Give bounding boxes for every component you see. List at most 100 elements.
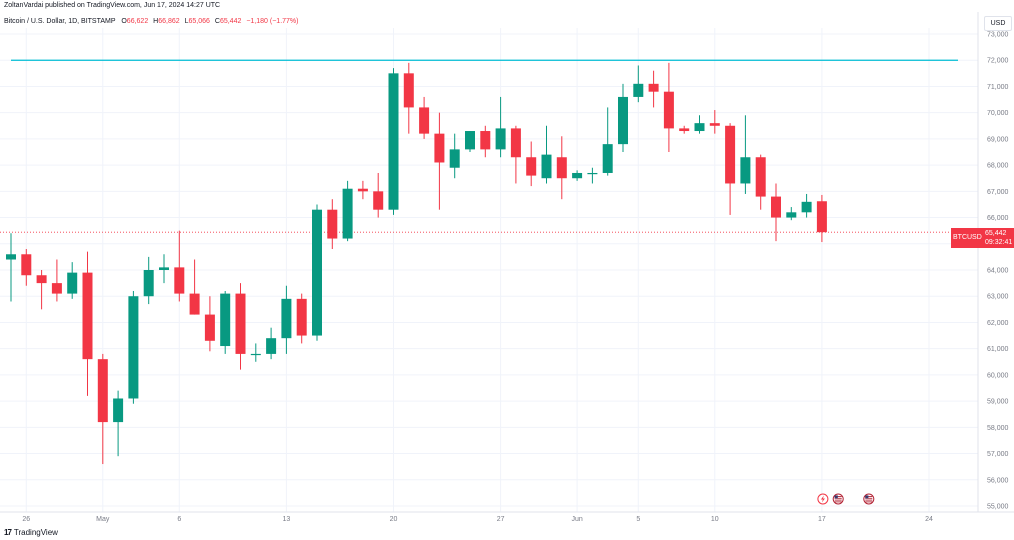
candle-down bbox=[434, 133, 445, 163]
candle-up bbox=[67, 272, 78, 294]
y-tick-label: 68,000 bbox=[987, 163, 1009, 170]
symbol-label[interactable]: Bitcoin / U.S. Dollar, 1D, BITSTAMP bbox=[4, 18, 116, 25]
price-tag-value: 65,442 bbox=[985, 230, 1007, 237]
candle-up bbox=[495, 128, 506, 150]
y-tick-label: 55,000 bbox=[987, 504, 1009, 511]
high-value: 66,862 bbox=[158, 18, 180, 25]
tradingview-mark-icon: 17 bbox=[4, 528, 12, 537]
candle-up bbox=[465, 131, 475, 150]
candle-up bbox=[572, 172, 583, 179]
candle-down bbox=[357, 188, 368, 192]
candle-up bbox=[388, 73, 399, 210]
candle-down bbox=[419, 107, 430, 134]
candle-up bbox=[694, 123, 705, 132]
candle-up bbox=[281, 298, 292, 339]
candle-down bbox=[510, 128, 521, 158]
x-tick-label: May bbox=[96, 516, 110, 523]
publisher-line: ZoltanVardai published on TradingView.co… bbox=[4, 2, 221, 9]
x-tick-label: Jun bbox=[571, 516, 582, 523]
y-tick-label: 69,000 bbox=[987, 136, 1009, 143]
y-tick-label: 70,000 bbox=[987, 110, 1009, 117]
last-price-tag: BTCUSD 65,442 09:32:41 bbox=[951, 228, 1014, 248]
candle-up bbox=[449, 149, 460, 168]
candle-down bbox=[327, 209, 338, 239]
y-tick-label: 61,000 bbox=[987, 346, 1009, 353]
candle-down bbox=[663, 91, 674, 129]
candle-down bbox=[755, 157, 766, 197]
x-tick-label: 13 bbox=[283, 516, 291, 523]
y-tick-label: 56,000 bbox=[987, 477, 1009, 484]
candle-down bbox=[403, 73, 414, 108]
low-label: L bbox=[184, 18, 189, 25]
candle-down bbox=[36, 275, 47, 284]
candle-up bbox=[6, 254, 16, 260]
y-tick-label: 59,000 bbox=[987, 399, 1009, 406]
candle-down bbox=[816, 201, 827, 233]
candle-down bbox=[480, 131, 491, 150]
low-value: 65,066 bbox=[188, 18, 210, 25]
candle-up bbox=[143, 270, 154, 297]
candle-up bbox=[312, 209, 322, 336]
price-tag-countdown: 09:32:41 bbox=[985, 239, 1013, 246]
open-label: O bbox=[121, 18, 127, 25]
us-flag-canton bbox=[834, 495, 838, 499]
candle-down bbox=[771, 196, 781, 218]
y-tick-label: 60,000 bbox=[987, 372, 1009, 379]
y-tick-label: 57,000 bbox=[987, 451, 1009, 458]
x-tick-label: 5 bbox=[636, 516, 640, 523]
currency-button[interactable]: USD bbox=[984, 16, 1012, 31]
open-value: 66,622 bbox=[126, 18, 149, 25]
candle-up bbox=[602, 144, 613, 173]
y-tick-label: 62,000 bbox=[987, 320, 1009, 327]
candle-down bbox=[296, 298, 307, 336]
candle-down bbox=[725, 125, 736, 184]
candle-up bbox=[159, 267, 169, 270]
candle-down bbox=[204, 314, 215, 341]
candle-down bbox=[556, 157, 567, 179]
candle-down bbox=[373, 191, 384, 210]
candle-up bbox=[128, 296, 139, 399]
y-tick-label: 73,000 bbox=[987, 32, 1009, 39]
close-label: C bbox=[214, 18, 220, 25]
y-tick-label: 66,000 bbox=[987, 215, 1009, 222]
y-tick-label: 71,000 bbox=[987, 84, 1009, 91]
x-tick-label: 10 bbox=[711, 516, 719, 523]
y-tick-label: 58,000 bbox=[987, 425, 1009, 432]
candle-up bbox=[587, 172, 598, 175]
candle-down bbox=[97, 359, 108, 423]
price-tag-symbol: BTCUSD bbox=[953, 234, 982, 241]
chart-legend: Bitcoin / U.S. Dollar, 1D, BITSTAMP O66,… bbox=[4, 18, 298, 25]
candle-up bbox=[342, 188, 353, 239]
candle-up bbox=[633, 83, 644, 97]
x-tick-label: 17 bbox=[818, 516, 826, 523]
candle-up bbox=[618, 96, 628, 145]
candle-down bbox=[174, 267, 185, 294]
y-tick-label: 72,000 bbox=[987, 58, 1009, 65]
x-tick-label: 26 bbox=[22, 516, 30, 523]
candle-down bbox=[679, 128, 690, 132]
x-tick-label: 24 bbox=[925, 516, 933, 523]
candle-up bbox=[786, 212, 797, 218]
candle-up bbox=[250, 353, 261, 356]
candle-up bbox=[113, 398, 124, 423]
candle-down bbox=[82, 272, 93, 360]
x-tick-label: 6 bbox=[177, 516, 181, 523]
y-tick-label: 64,000 bbox=[987, 268, 1009, 275]
y-tick-label: 63,000 bbox=[987, 294, 1009, 301]
candle-up bbox=[220, 293, 231, 347]
flash-icon-bolt bbox=[820, 495, 825, 503]
candle-up bbox=[801, 201, 812, 213]
candle-down bbox=[648, 83, 659, 92]
candle-up bbox=[266, 338, 277, 354]
candle-down bbox=[526, 157, 537, 176]
y-tick-label: 67,000 bbox=[987, 189, 1009, 196]
candle-down bbox=[709, 123, 720, 126]
x-tick-label: 20 bbox=[390, 516, 398, 523]
candle-down bbox=[21, 254, 32, 276]
candle-up bbox=[740, 157, 751, 184]
change-value: −1,180 (−1.77%) bbox=[246, 18, 299, 25]
tradingview-logo[interactable]: 17 TradingView bbox=[4, 528, 58, 537]
candle-down bbox=[235, 293, 246, 354]
candle-up bbox=[541, 154, 552, 179]
